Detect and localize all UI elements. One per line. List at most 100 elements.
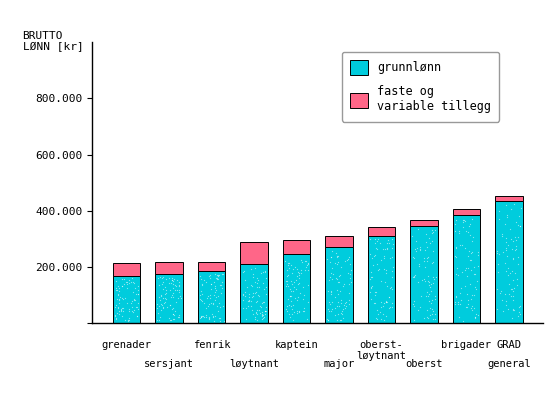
Point [218, 270, 227, 277]
Point [244, 294, 253, 301]
Point [257, 300, 266, 307]
Point [284, 271, 293, 278]
Point [111, 304, 120, 311]
Point [249, 293, 258, 299]
Point [509, 254, 518, 261]
Point [258, 311, 267, 318]
Point [465, 232, 474, 239]
Point [469, 234, 478, 241]
Point [126, 299, 135, 306]
Point [174, 286, 183, 293]
Point [113, 310, 122, 316]
Point [326, 289, 335, 295]
Point [421, 278, 430, 285]
Point [374, 236, 382, 243]
Point [288, 280, 297, 287]
Point [511, 243, 520, 250]
Point [283, 266, 292, 273]
Point [171, 308, 180, 315]
Bar [410, 226, 438, 323]
Point [461, 283, 470, 289]
Point [345, 301, 354, 307]
Point [451, 221, 460, 228]
Point [134, 287, 143, 294]
Point [169, 315, 178, 322]
Point [174, 281, 183, 288]
Point [371, 299, 380, 306]
Point [211, 284, 220, 291]
Point [238, 292, 247, 299]
Point [206, 294, 214, 301]
Bar [155, 262, 183, 274]
Point [326, 273, 335, 280]
Point [249, 274, 258, 281]
Point [213, 307, 222, 314]
Point [166, 286, 175, 293]
Point [419, 276, 428, 283]
Point [130, 297, 139, 303]
Point [422, 292, 431, 299]
Bar [113, 276, 141, 323]
Point [295, 270, 304, 276]
Point [414, 226, 423, 232]
Bar [113, 263, 141, 276]
Point [170, 286, 179, 293]
Point [167, 280, 176, 286]
Point [408, 233, 417, 239]
Point [214, 276, 223, 282]
Point [379, 302, 388, 309]
Point [466, 267, 475, 273]
Point [130, 285, 139, 291]
Point [501, 259, 510, 266]
Point [465, 220, 474, 227]
Point [471, 284, 480, 291]
Point [429, 247, 438, 254]
Point [210, 291, 219, 298]
Point [324, 299, 333, 305]
Point [332, 252, 341, 259]
Point [290, 309, 299, 315]
Text: BRUTTO
LØNN [kr]: BRUTTO LØNN [kr] [22, 31, 83, 52]
Point [384, 293, 393, 300]
Bar [240, 242, 268, 264]
Point [414, 306, 423, 313]
Point [460, 218, 469, 224]
Point [210, 317, 219, 324]
Point [213, 272, 222, 279]
Point [153, 316, 162, 323]
Point [207, 286, 216, 292]
Point [219, 317, 228, 324]
Point [505, 291, 514, 297]
Point [288, 288, 297, 295]
Point [423, 292, 432, 299]
Point [161, 284, 170, 290]
Point [295, 308, 304, 315]
Point [260, 311, 269, 318]
Point [155, 273, 164, 280]
Point [293, 296, 302, 303]
Point [205, 275, 214, 281]
Point [509, 297, 518, 303]
Point [197, 298, 206, 304]
Point [471, 313, 480, 320]
Point [210, 282, 219, 289]
Point [372, 238, 381, 244]
Bar [495, 201, 522, 323]
Point [294, 269, 303, 276]
Point [288, 306, 297, 313]
Point [426, 299, 435, 306]
Point [304, 260, 312, 267]
Point [288, 270, 297, 277]
Point [430, 276, 439, 282]
Point [259, 286, 268, 292]
Point [372, 260, 381, 267]
Point [114, 284, 123, 291]
Point [165, 302, 174, 308]
Point [260, 314, 269, 320]
Point [169, 285, 178, 291]
Point [204, 273, 213, 279]
Point [256, 303, 265, 310]
Point [158, 302, 167, 308]
Point [333, 258, 342, 265]
Point [262, 307, 270, 314]
